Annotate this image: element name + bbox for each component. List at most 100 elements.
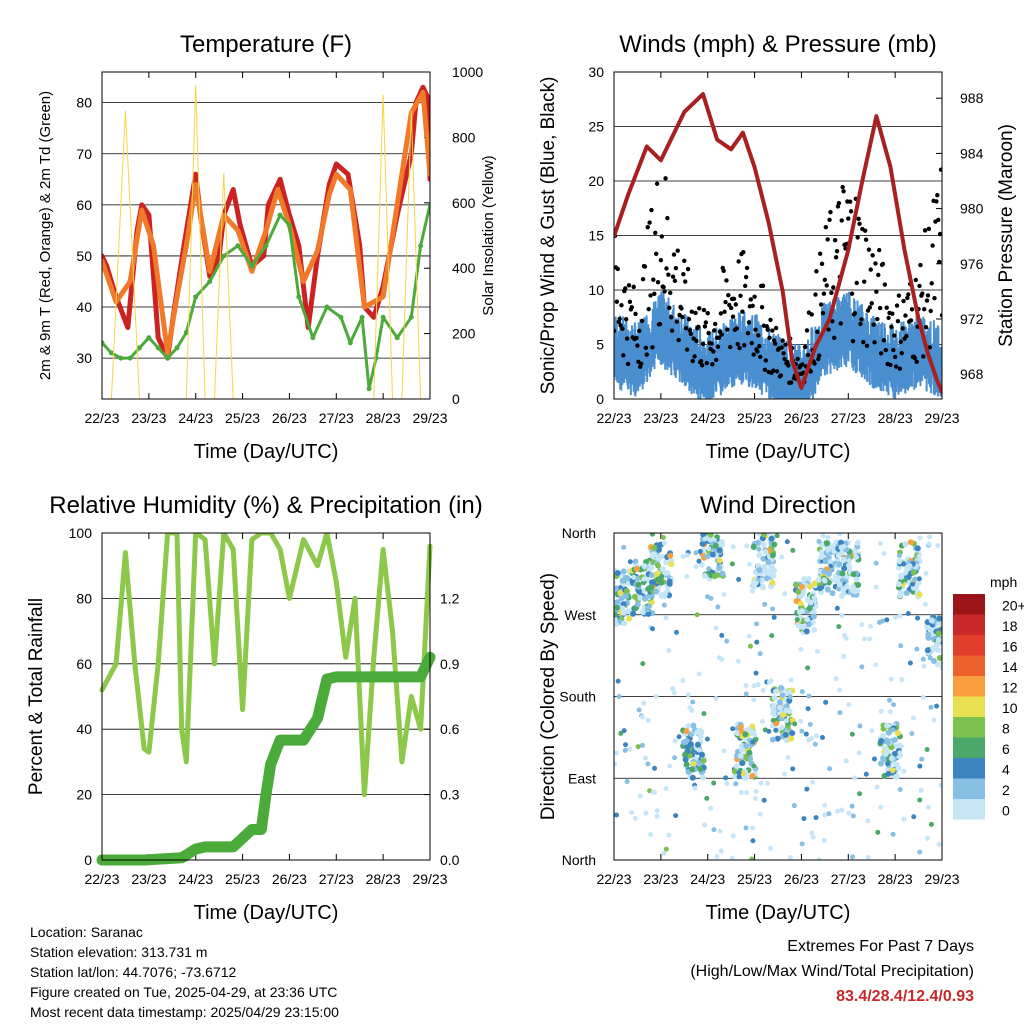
direction-point (935, 637, 942, 644)
gust-point (753, 327, 758, 332)
gust-point (704, 360, 709, 366)
gust-point (817, 251, 823, 256)
gust-point (924, 298, 930, 303)
direction-point (928, 821, 934, 827)
y-tick-label: 70 (76, 146, 92, 162)
direction-point (942, 619, 948, 625)
gust-point (800, 362, 805, 367)
gust-point (755, 349, 760, 354)
gust-point (749, 340, 754, 346)
gust-point (653, 251, 659, 256)
gust-point (746, 320, 752, 325)
direction-point (633, 565, 640, 572)
direction-point (901, 816, 907, 822)
panel-1: Winds (mph) & Pressure (mb) Time (Day/UTC… (538, 31, 1017, 463)
direction-point (718, 538, 725, 545)
gust-point (763, 358, 769, 363)
gust-point (821, 291, 827, 296)
direction-point (924, 647, 931, 654)
gust-point (702, 324, 708, 329)
direction-point (884, 722, 891, 729)
x-tick-label: 26/23 (784, 410, 819, 426)
plot-area (614, 92, 942, 399)
direction-point (935, 630, 942, 637)
direction-point (618, 730, 624, 736)
direction-point (806, 737, 812, 743)
gust-point (666, 272, 671, 277)
direction-point (849, 803, 855, 809)
gust-point (921, 307, 927, 312)
gust-point (883, 347, 888, 353)
gust-point (728, 305, 734, 311)
direction-point (853, 576, 860, 583)
direction-point (654, 808, 660, 814)
direction-point (770, 717, 776, 723)
legend-label: 8 (1002, 720, 1010, 736)
direction-point (943, 663, 949, 669)
gust-point (922, 228, 928, 233)
gust-point (643, 345, 649, 351)
direction-point (768, 845, 774, 851)
direction-point (836, 624, 842, 630)
direction-point (605, 616, 611, 622)
gust-point (741, 250, 746, 255)
gust-point (699, 363, 705, 368)
direction-point (823, 699, 829, 705)
gust-point (674, 319, 679, 324)
direction-point (608, 578, 614, 584)
direction-point (711, 827, 717, 833)
direction-point (654, 813, 660, 819)
gust-point (705, 310, 710, 316)
legend-swatch (953, 614, 985, 635)
direction-point (944, 641, 950, 647)
direction-point (641, 595, 648, 602)
direction-point (736, 774, 742, 780)
direction-point (690, 760, 697, 767)
direction-point (918, 787, 924, 793)
direction-point (750, 838, 756, 844)
direction-point (620, 568, 627, 575)
direction-point (880, 733, 887, 740)
direction-point (846, 558, 852, 564)
direction-point (704, 736, 710, 742)
y-tick-label: 30 (76, 350, 92, 366)
direction-point (696, 558, 702, 564)
legend-swatch (953, 696, 985, 717)
direction-point (708, 805, 714, 811)
direction-point (643, 810, 649, 816)
gust-point (716, 335, 722, 340)
direction-point (701, 572, 708, 579)
direction-point (702, 536, 708, 542)
direction-point (649, 579, 656, 586)
direction-point (835, 808, 841, 814)
direction-point (715, 526, 721, 532)
gust-point (722, 309, 727, 315)
direction-point (813, 815, 819, 821)
td-point (286, 222, 292, 228)
gust-point (867, 305, 873, 310)
gust-point (859, 317, 864, 322)
gust-point (730, 314, 736, 319)
td-point (249, 263, 255, 269)
y-axis-label: Direction (Colored By Speed) (538, 573, 559, 820)
direction-point (683, 761, 690, 768)
direction-point (818, 553, 825, 560)
gust-point (802, 344, 808, 350)
location-text: Location: Saranac (30, 924, 143, 940)
direction-point (892, 750, 899, 757)
gust-point (878, 351, 884, 356)
y2-tick-label: 400 (452, 260, 476, 276)
direction-point (898, 643, 904, 649)
plot-area (96, 533, 436, 866)
gust-point (642, 264, 648, 269)
direction-point (750, 543, 757, 550)
gust-point (676, 337, 681, 343)
y-tick-label: 100 (69, 525, 93, 541)
y-tick-label: 60 (76, 656, 92, 672)
direction-point (791, 803, 797, 809)
direction-point (820, 533, 826, 539)
direction-point (846, 810, 852, 816)
gust-point (617, 316, 622, 322)
direction-point (766, 728, 772, 734)
y-tick-label: 0 (596, 391, 604, 407)
